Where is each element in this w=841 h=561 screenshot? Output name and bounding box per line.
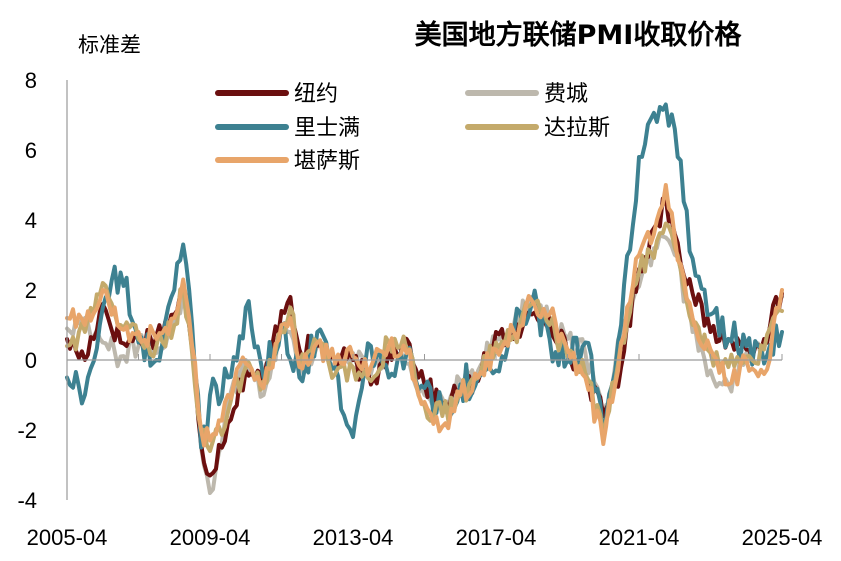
axes-layer: -4 -2 0 2 4 6 8 2005-04 2009-04 2013-04 2017-04 202… (17, 68, 822, 550)
series-line-5 (65, 183, 784, 448)
legend-label: 堪萨斯 (294, 149, 360, 174)
y-tick-label: 8 (25, 68, 37, 93)
x-tick-label: 2017-04 (456, 525, 537, 550)
y-tick-label: 2 (25, 278, 37, 303)
x-tick-label: 2005-04 (27, 525, 108, 550)
y-tick-label: -2 (17, 418, 37, 443)
y-tick-label: -4 (17, 488, 37, 513)
legend-item: 堪萨斯 (215, 149, 360, 174)
series-layer (65, 102, 784, 495)
chart-title: 美国地方联储PMI收取价格 (415, 19, 743, 51)
legend-label: 纽约 (294, 82, 338, 107)
x-tick-label: 2013-04 (313, 525, 394, 550)
legend-item: 里士满 (215, 116, 360, 141)
legend-item: 达拉斯 (465, 116, 610, 141)
legend-label: 里士满 (294, 116, 360, 141)
legend-label: 达拉斯 (544, 116, 610, 141)
x-tick-label: 2021-04 (599, 525, 680, 550)
legend-item: 纽约 (215, 82, 338, 107)
series-line-4 (65, 221, 784, 453)
y-tick-label: 0 (25, 348, 37, 373)
y-tick-label: 6 (25, 138, 37, 163)
y-axis-label: 标准差 (78, 33, 141, 57)
legend-label: 费城 (544, 82, 588, 107)
x-tick-label: 2025-04 (742, 525, 823, 550)
x-tick-label: 2009-04 (170, 525, 251, 550)
series-line-3 (65, 102, 784, 450)
y-tick-label: 4 (25, 208, 37, 233)
legend-item: 费城 (465, 82, 588, 107)
